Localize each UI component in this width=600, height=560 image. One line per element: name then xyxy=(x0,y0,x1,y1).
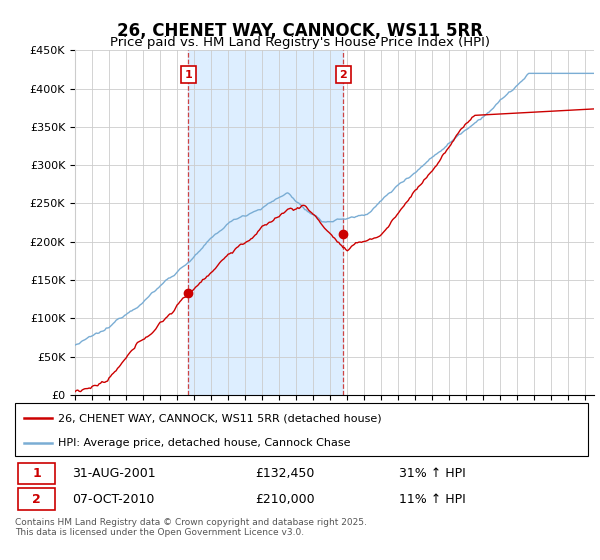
FancyBboxPatch shape xyxy=(15,403,588,456)
Text: £210,000: £210,000 xyxy=(256,493,315,506)
Text: 1: 1 xyxy=(185,69,193,80)
Text: 31% ↑ HPI: 31% ↑ HPI xyxy=(399,467,466,480)
Text: 2: 2 xyxy=(340,69,347,80)
Text: 11% ↑ HPI: 11% ↑ HPI xyxy=(399,493,466,506)
Text: Contains HM Land Registry data © Crown copyright and database right 2025.
This d: Contains HM Land Registry data © Crown c… xyxy=(15,518,367,538)
Bar xyxy=(188,50,343,395)
Text: 1: 1 xyxy=(32,467,41,480)
FancyBboxPatch shape xyxy=(18,488,55,510)
Text: 31-AUG-2001: 31-AUG-2001 xyxy=(73,467,156,480)
Text: 26, CHENET WAY, CANNOCK, WS11 5RR (detached house): 26, CHENET WAY, CANNOCK, WS11 5RR (detac… xyxy=(58,413,382,423)
Text: 2: 2 xyxy=(32,493,41,506)
FancyBboxPatch shape xyxy=(18,463,55,484)
Text: 26, CHENET WAY, CANNOCK, WS11 5RR: 26, CHENET WAY, CANNOCK, WS11 5RR xyxy=(117,22,483,40)
Text: 07-OCT-2010: 07-OCT-2010 xyxy=(73,493,155,506)
Text: HPI: Average price, detached house, Cannock Chase: HPI: Average price, detached house, Cann… xyxy=(58,437,350,447)
Text: Price paid vs. HM Land Registry's House Price Index (HPI): Price paid vs. HM Land Registry's House … xyxy=(110,36,490,49)
Text: £132,450: £132,450 xyxy=(256,467,315,480)
